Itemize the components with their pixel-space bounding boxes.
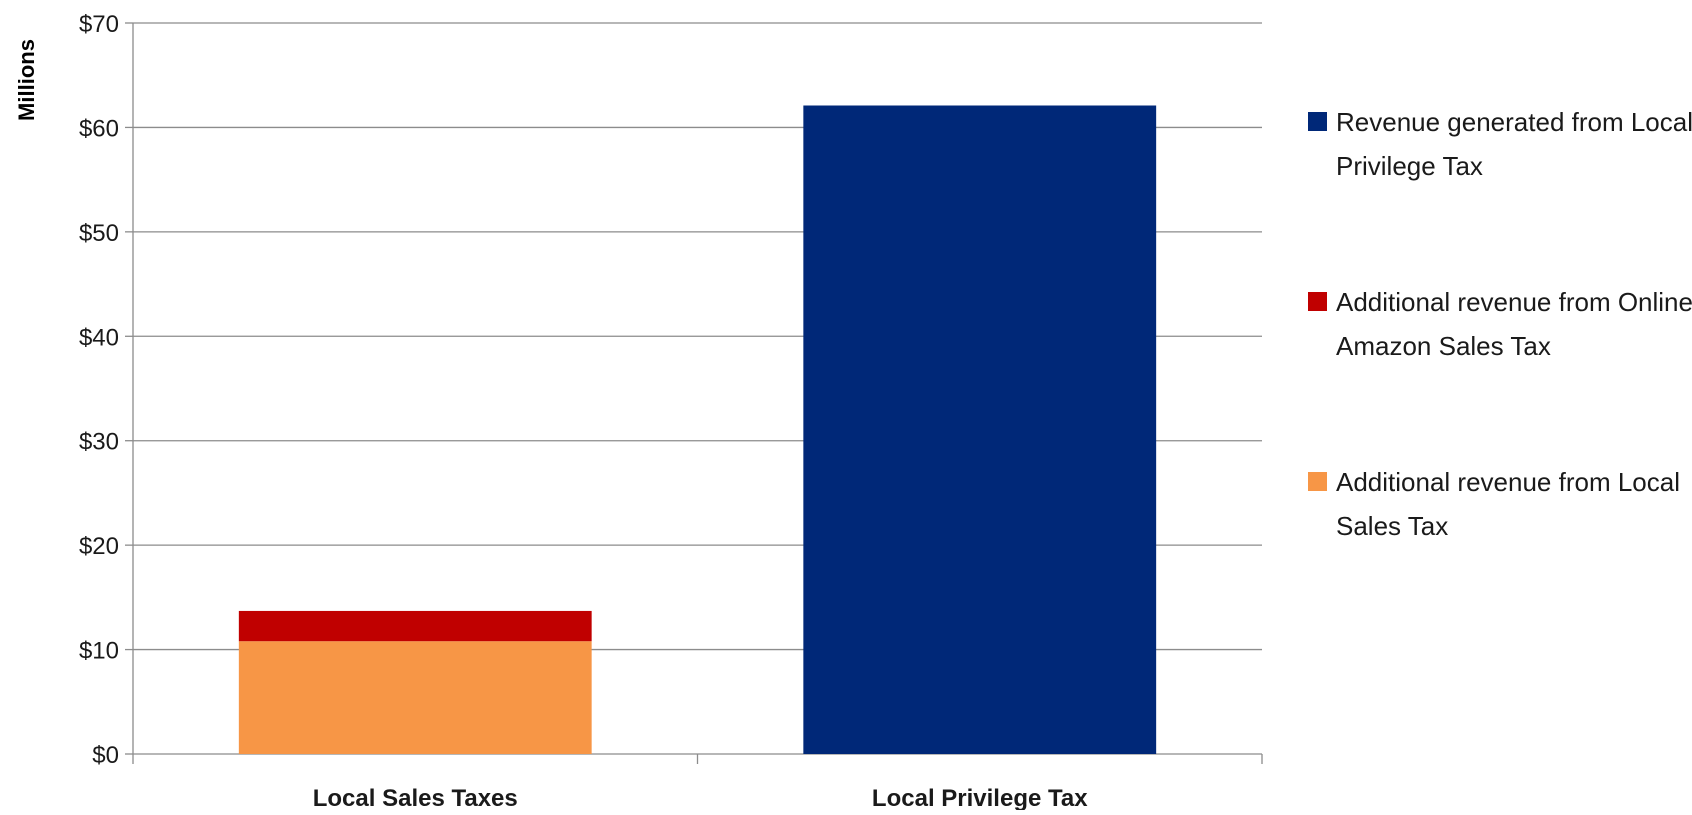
bar-segment	[803, 105, 1157, 754]
bar-segment	[238, 610, 592, 642]
bar-segment	[238, 641, 592, 754]
legend-item: Additional revenue from Online Amazon Sa…	[1308, 280, 1692, 368]
legend-item: Additional revenue from Local Sales Tax	[1308, 460, 1688, 548]
axis-labels: $0 $10 $20 $30 $40 $50 $60 $70 Local Sales Taxes…	[14, 11, 1088, 812]
x-tick-label: Local Privilege Tax	[872, 785, 1088, 810]
y-tick-label: $70	[79, 11, 119, 38]
legend: Revenue generated from Local Privilege T…	[1308, 100, 1692, 640]
legend-label: Additional revenue from Online Amazon Sa…	[1336, 287, 1692, 361]
y-tick-label: $30	[79, 429, 119, 456]
legend-swatch	[1308, 112, 1327, 131]
bars	[238, 105, 1157, 754]
y-tick-label: $20	[79, 533, 119, 560]
legend-swatch	[1308, 292, 1327, 311]
legend-label: Additional revenue from Local Sales Tax	[1336, 467, 1680, 541]
legend-item: Revenue generated from Local Privilege T…	[1308, 100, 1692, 188]
legend-label: Revenue generated from Local Privilege T…	[1336, 107, 1692, 181]
y-axis-title: Millions	[14, 39, 39, 121]
gridlines	[133, 22, 1262, 651]
y-tick-label: $50	[79, 220, 119, 247]
y-tick-label: $0	[92, 742, 119, 769]
x-tick-label: Local Sales Taxes	[313, 785, 518, 810]
y-tick-label: $10	[79, 638, 119, 665]
y-tick-label: $40	[79, 324, 119, 351]
y-tick-label: $60	[79, 115, 119, 142]
legend-swatch	[1308, 472, 1327, 491]
